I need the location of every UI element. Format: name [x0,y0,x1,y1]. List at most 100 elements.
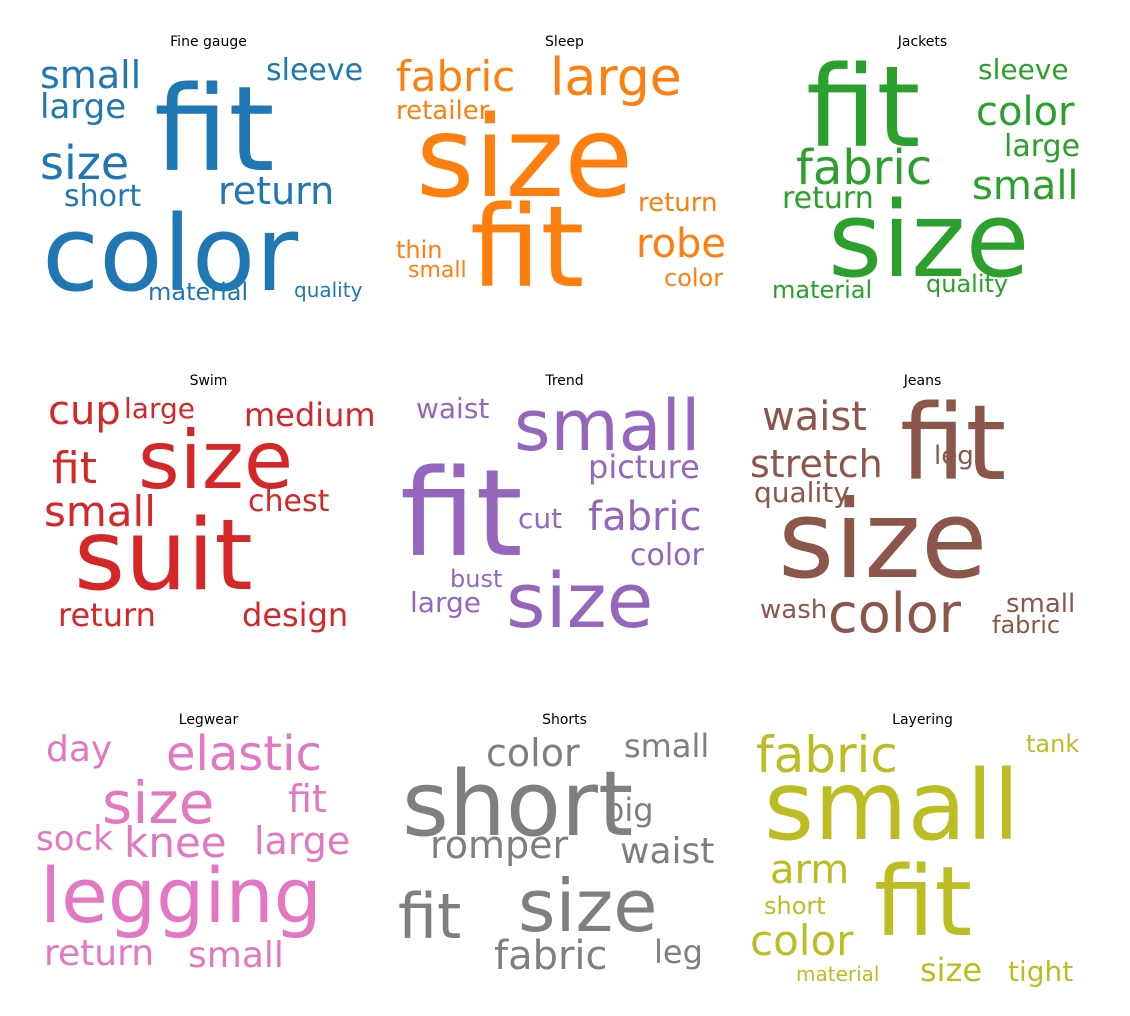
wordcloud-panel-swim: Swim suit size cup large medium fit smal… [36,373,381,653]
cloud-word: thin [396,236,443,264]
cloud-word: fit [874,846,973,958]
cloud-word: leg [934,441,974,471]
cloud-word: size [778,478,988,603]
cloud-word: size [506,556,654,645]
cloud-word: fabric [588,494,702,540]
cloud-word: large [550,52,682,108]
cloud-word: color [750,916,854,965]
cloud-word: sleeve [978,53,1069,86]
cloud-word: color [630,538,704,573]
cloud-word: wash [760,595,828,625]
cloud-word: small [40,53,142,97]
cloud-word: big [604,791,654,829]
cloud-word: leg [654,933,703,971]
cloud-word: fabric [396,52,516,101]
cloud-word: return [638,188,718,218]
wordcloud-panel-jackets: Jackets fit size sleeve color large fabr… [750,34,1095,314]
cloud-word: large [1004,129,1081,164]
panel-title: Shorts [542,712,587,728]
cloud-word: small [764,750,1020,862]
wordcloud-panel-fine-gauge: Fine gauge fit color small sleeve large … [36,34,381,314]
cloud-word: tank [1026,730,1080,758]
word-cloud: size fit color waist stretch leg quality… [750,391,1095,653]
wordcloud-panel-layering: Layering small fit fabric tank arm short… [750,712,1095,992]
cloud-word: size [138,414,294,507]
panel-title: Trend [545,373,584,389]
cloud-word: large [410,586,481,619]
cloud-word: size [518,864,658,948]
cloud-word: size [920,951,983,989]
cloud-word: chest [248,484,330,519]
word-cloud: short size fit color small big romper wa… [392,730,737,992]
cloud-word: fabric [494,933,608,979]
cloud-word: short [64,179,142,214]
cloud-word: fabric [992,611,1061,639]
cloud-word: short [764,892,826,920]
cloud-word: small [408,258,467,283]
cloud-word: small [514,391,701,467]
cloud-word: fit [288,777,327,821]
cloud-word: retailer [396,96,490,126]
wordcloud-panel-legwear: Legwear legging size elastic day fit soc… [36,712,381,992]
panel-title: Legwear [178,712,239,728]
wordcloud-panel-jeans: Jeans size fit color waist stretch leg q… [750,373,1095,653]
cloud-word: arm [770,847,850,893]
panel-title: Sleep [545,34,584,50]
word-cloud: fit size small waist picture cut fabric … [392,391,737,653]
word-cloud: size fit fabric large retailer return ro… [392,52,737,314]
cloud-word: sleeve [266,53,364,88]
word-cloud: fit color small sleeve large size return… [36,52,381,314]
cloud-word: color [828,582,961,645]
cloud-word: fit [400,445,523,584]
cloud-word: color [664,264,724,292]
cloud-word: waist [620,831,715,872]
cloud-word: stretch [750,442,883,486]
cloud-word: fabric [796,140,933,196]
cloud-word: robe [636,221,727,267]
cloud-word: large [124,392,195,425]
cloud-word: size [416,93,634,223]
cloud-word: fit [470,183,585,313]
word-cloud: legging size elastic day fit sock knee l… [36,730,381,992]
cloud-word: return [782,181,874,216]
cloud-word: small [624,730,710,765]
cloud-word: fit [52,443,97,494]
wordcloud-panel-shorts: Shorts short size fit color small big ro… [392,712,737,992]
cloud-word: return [44,933,155,974]
cloud-word: color [42,193,299,314]
cloud-word: size [102,769,215,837]
panel-title: Fine gauge [170,34,247,50]
cloud-word: fit [398,880,462,953]
cloud-word: cut [518,502,563,535]
cloud-word: small [44,487,156,536]
cloud-word: small [972,163,1079,209]
word-cloud: fit size sleeve color large fabric small… [750,52,1095,314]
cloud-word: suit [74,499,253,613]
cloud-word: color [976,89,1075,135]
wordcloud-panel-trend: Trend fit size small waist picture cut f… [392,373,737,653]
word-cloud: small fit fabric tank arm short color ma… [750,730,1095,992]
cloud-word: elastic [166,730,322,782]
cloud-word: knee [124,818,227,867]
panel-title: Jackets [897,34,948,50]
cloud-word: quality [294,278,363,302]
cloud-word: waist [416,392,490,425]
cloud-word: small [1006,589,1076,619]
cloud-word: size [40,136,130,190]
cloud-word: sock [36,819,113,859]
cloud-word: quality [754,476,850,509]
cloud-word: fit [154,60,275,198]
cloud-word: large [254,819,351,863]
cloud-word: small [188,935,284,976]
cloud-word: tight [1008,955,1074,988]
cloud-word: material [796,962,880,986]
cloud-word: design [242,596,349,634]
cloud-word: fit [806,52,921,173]
cloud-word: large [40,87,127,127]
cloud-word: picture [588,448,700,486]
panel-title: Layering [892,712,953,728]
cloud-word: fabric [756,730,898,784]
cloud-word: material [148,278,249,306]
cloud-word: cup [48,391,121,434]
cloud-word: day [46,730,113,770]
